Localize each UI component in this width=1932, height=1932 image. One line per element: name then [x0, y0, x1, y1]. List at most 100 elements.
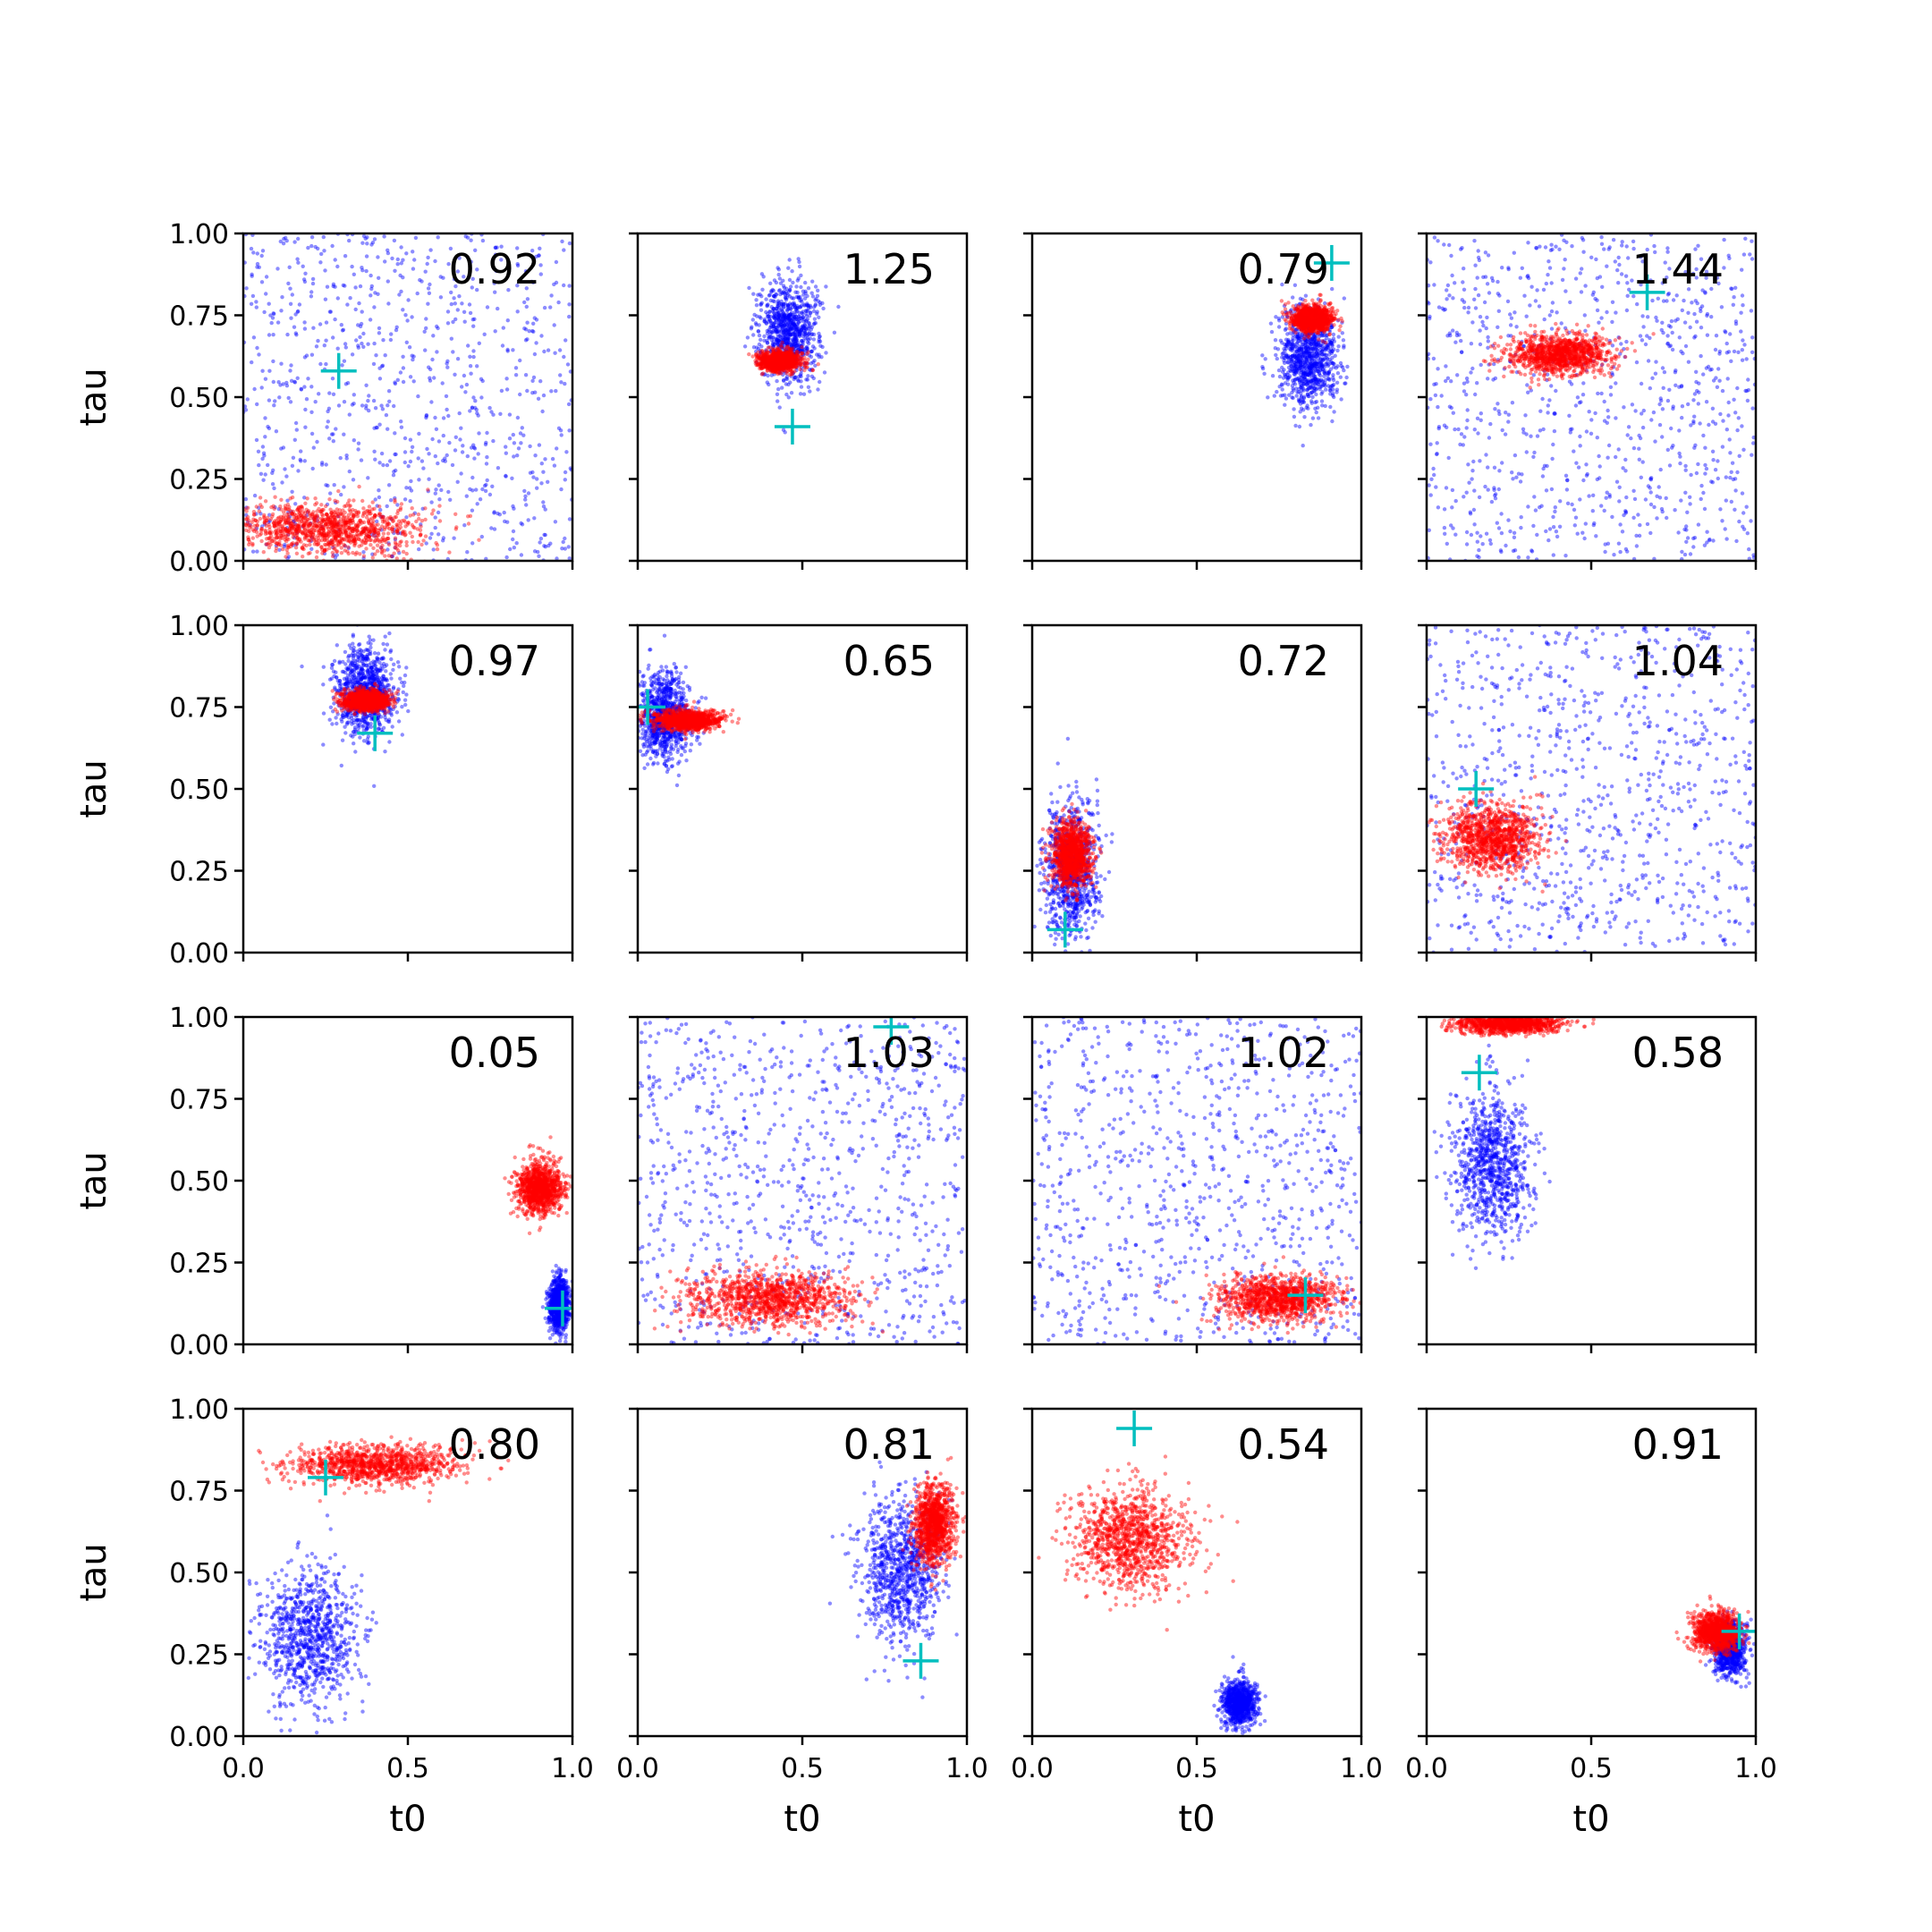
prior-point [1301, 354, 1305, 359]
posterior-point [394, 556, 399, 561]
prior-point [812, 317, 818, 321]
prior-point [431, 334, 436, 338]
posterior-point [290, 512, 295, 517]
posterior-point [263, 530, 268, 534]
posterior-point [792, 360, 796, 364]
prior-point [1296, 359, 1301, 363]
prior-point [784, 335, 788, 339]
posterior-point [771, 351, 775, 356]
prior-point [1307, 347, 1311, 352]
prior-point [257, 265, 261, 269]
posterior-point [763, 358, 767, 362]
posterior-point [771, 361, 775, 367]
prior-point [1298, 309, 1302, 314]
posterior-point [376, 538, 380, 543]
prior-point [1279, 382, 1284, 386]
prior-point [799, 298, 804, 302]
prior-point [797, 333, 802, 337]
prior-point [523, 494, 528, 498]
posterior-point [1307, 309, 1311, 315]
prior-point [804, 318, 809, 323]
prior-point [455, 269, 461, 274]
posterior-point [772, 359, 776, 364]
prior-point [779, 303, 784, 309]
prior-point [1303, 355, 1308, 360]
posterior-point [788, 368, 792, 373]
prior-point [1296, 347, 1301, 352]
posterior-point [327, 518, 333, 522]
posterior-point [774, 363, 779, 368]
prior-point [492, 511, 496, 515]
prior-point [1294, 344, 1299, 350]
prior-point [801, 317, 806, 322]
posterior-point [313, 521, 318, 525]
prior-point [318, 322, 323, 326]
prior-point [360, 309, 364, 314]
posterior-point [761, 360, 766, 365]
posterior-point [383, 538, 387, 542]
prior-point [782, 332, 786, 336]
prior-point [762, 319, 767, 324]
posterior-point [294, 522, 299, 528]
prior-point [1296, 370, 1301, 375]
posterior-point [805, 352, 809, 356]
prior-point [806, 286, 811, 291]
prior-point [313, 400, 318, 404]
posterior-point [775, 358, 780, 362]
prior-point [1293, 303, 1299, 308]
posterior-point [765, 363, 769, 369]
prior-point [535, 486, 539, 490]
prior-point [786, 340, 791, 345]
posterior-point [789, 359, 793, 363]
prior-point [815, 293, 820, 298]
prior-point [800, 348, 805, 353]
prior-point [788, 333, 792, 337]
posterior-point [784, 362, 788, 367]
prior-point [757, 333, 762, 338]
prior-point [1309, 369, 1314, 374]
prior-point [770, 321, 775, 326]
posterior-point [273, 539, 277, 545]
posterior-point [429, 512, 435, 516]
posterior-point [330, 554, 335, 559]
prior-point [1324, 333, 1329, 338]
prior-point [539, 334, 544, 338]
prior-point [286, 395, 291, 401]
prior-point [473, 405, 478, 411]
posterior-point [301, 510, 306, 514]
prior-point [810, 344, 816, 349]
posterior-point [782, 362, 786, 368]
posterior-point [295, 508, 300, 513]
posterior-point [385, 537, 389, 541]
posterior-point [784, 352, 788, 357]
prior-point [1309, 361, 1314, 367]
posterior-point [765, 362, 769, 368]
posterior-point [780, 354, 784, 359]
prior-point [780, 291, 784, 295]
prior-point [563, 381, 567, 386]
posterior-point [399, 539, 403, 544]
posterior-point [775, 362, 780, 367]
prior-point [1307, 370, 1311, 375]
prior-point [1280, 369, 1285, 374]
posterior-point [790, 364, 795, 369]
prior-point [1305, 344, 1309, 349]
prior-point [342, 400, 347, 404]
prior-point [1309, 385, 1314, 389]
prior-point [786, 346, 791, 351]
prior-point [1314, 332, 1318, 336]
posterior-point [250, 536, 255, 540]
prior-point [784, 336, 789, 342]
prior-point [515, 262, 520, 267]
posterior-point [338, 524, 343, 529]
prior-point [789, 318, 793, 323]
posterior-point [766, 366, 770, 370]
posterior-point [785, 356, 791, 361]
prior-point [475, 502, 479, 506]
posterior-point [264, 542, 268, 547]
prior-point [390, 256, 394, 261]
prior-point [1283, 402, 1287, 407]
posterior-point [364, 538, 369, 543]
prior-point [767, 314, 771, 318]
posterior-point [324, 521, 328, 527]
